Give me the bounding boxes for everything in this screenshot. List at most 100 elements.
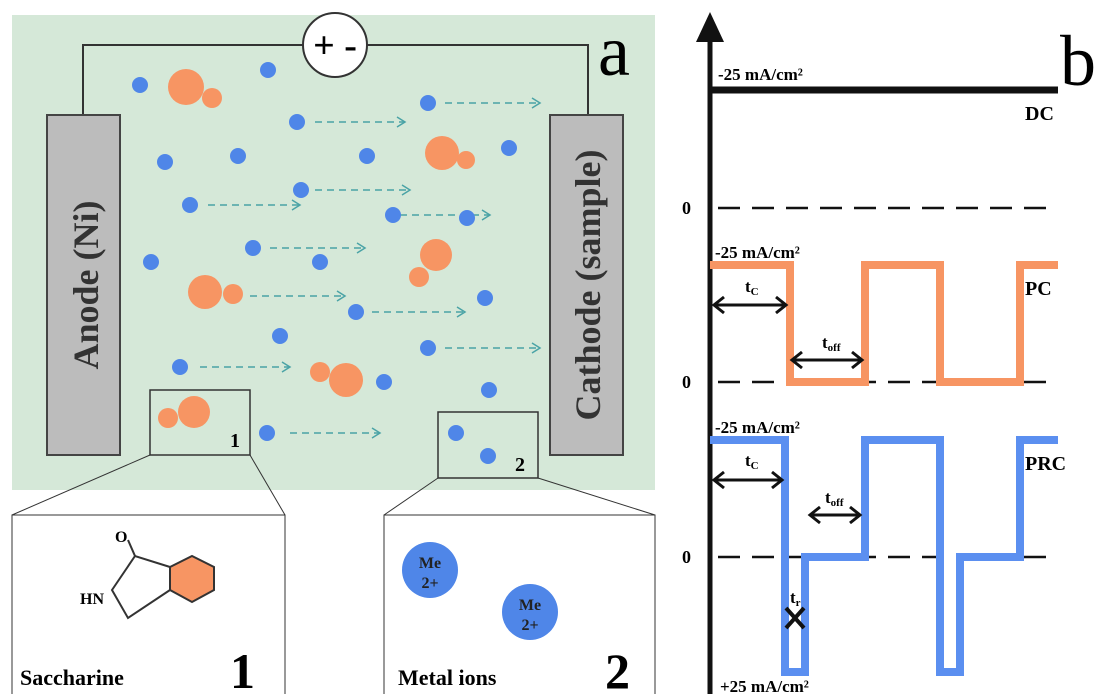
- saccharine-molecule: [178, 396, 210, 428]
- arrow-head: [396, 116, 407, 128]
- atom-label: O: [115, 529, 127, 546]
- arrow-head: [771, 470, 785, 490]
- panel-a: + - a Anode (Ni) Cathode (sample) 1 2: [11, 11, 656, 516]
- pc-waveform: [710, 261, 1058, 386]
- current-label: -25 mA/cm²: [718, 65, 803, 84]
- wire: [367, 44, 589, 115]
- arrow-head: [531, 97, 542, 109]
- waveform-name: PC: [1025, 278, 1052, 300]
- waveform-name: PRC: [1025, 453, 1066, 475]
- prc-waveform: [710, 436, 1058, 676]
- cathode-label: Cathode (sample): [568, 150, 608, 421]
- inset-number: 2: [605, 643, 630, 694]
- metal-ion: [245, 240, 261, 256]
- inset-2: Me 2+ Me 2+ Metal ions 2: [383, 514, 656, 694]
- metal-ion: [477, 290, 493, 306]
- arrow-head: [851, 350, 865, 370]
- inset-frame: [383, 514, 656, 694]
- zero-label: 0: [682, 372, 691, 392]
- time-subscript: C: [751, 286, 759, 298]
- benzene-ring: [169, 554, 215, 604]
- metal-ion: [272, 328, 288, 344]
- time-subscript: off: [831, 497, 844, 509]
- arrow-head: [371, 427, 382, 439]
- ion-label: Me: [519, 597, 541, 614]
- arrow-head: [456, 306, 467, 318]
- metal-ion: [448, 425, 464, 441]
- saccharine-molecule: [158, 408, 178, 428]
- saccharine-molecule: [168, 69, 204, 105]
- inset-caption: Metal ions: [398, 665, 497, 690]
- metal-ion: [260, 62, 276, 78]
- zero-label: 0: [682, 198, 691, 218]
- metal-ion: [480, 448, 496, 464]
- panel-label: a: [598, 11, 630, 91]
- zero-label: 0: [682, 547, 691, 567]
- saccharine-molecule: [188, 275, 222, 309]
- time-subscript: C: [751, 460, 759, 472]
- box-number: 2: [515, 454, 525, 476]
- metal-ion: [293, 182, 309, 198]
- arrow-head: [531, 342, 542, 354]
- metal-ion: [501, 140, 517, 156]
- inset-number: 1: [230, 643, 255, 694]
- saccharine-molecule: [425, 136, 459, 170]
- arrow-head: [789, 350, 803, 370]
- metal-ion: [420, 95, 436, 111]
- box-number: 1: [230, 430, 240, 452]
- ion-label: 2+: [421, 575, 438, 592]
- zoom-box: [149, 389, 251, 456]
- saccharine-molecule: [202, 88, 222, 108]
- saccharine-molecule: [457, 151, 475, 169]
- carbonyl-bond: [127, 539, 136, 557]
- waveform-name: DC: [1025, 103, 1054, 125]
- saccharine-molecule: [420, 239, 452, 271]
- anode-label: Anode (Ni): [66, 201, 106, 370]
- time-symbol: t: [790, 588, 796, 607]
- arrow-head: [356, 242, 367, 254]
- metal-ion: [481, 382, 497, 398]
- cathode: [549, 114, 624, 456]
- current-label: -25 mA/cm²: [715, 418, 800, 437]
- metal-ion: [459, 210, 475, 226]
- particles: [132, 62, 542, 464]
- metal-ion: [376, 374, 392, 390]
- arrow-head: [849, 505, 863, 525]
- saccharine-molecule: [310, 362, 330, 382]
- zoom-line: [383, 477, 439, 516]
- ion-label: Me: [419, 555, 441, 572]
- atom-label: HN: [80, 591, 104, 608]
- power-label: + -: [313, 25, 357, 67]
- ion-label: 2+: [521, 617, 538, 634]
- arrow-head: [807, 505, 821, 525]
- current-label: -25 mA/cm²: [715, 243, 800, 262]
- metal-ion: [420, 340, 436, 356]
- metal-ion: [230, 148, 246, 164]
- metal-ion: [385, 207, 401, 223]
- time-label: toff: [822, 333, 841, 354]
- metal-ion: [348, 304, 364, 320]
- inset-frame: [11, 514, 286, 694]
- metal-ion: [359, 148, 375, 164]
- time-label: tr: [790, 588, 801, 609]
- zoom-line: [249, 454, 286, 516]
- time-label: toff: [825, 488, 844, 509]
- time-symbol: t: [745, 277, 751, 296]
- panel-label: b: [1060, 21, 1096, 101]
- arrow-head: [291, 199, 302, 211]
- saccharine-molecule: [329, 363, 363, 397]
- arrow-head: [336, 290, 347, 302]
- metal-ion: [157, 154, 173, 170]
- time-subscript: r: [796, 597, 801, 609]
- zoom-box: [437, 411, 539, 479]
- arrow-head: [775, 295, 789, 315]
- metal-ion: [402, 542, 458, 598]
- arrow-head: [401, 184, 412, 196]
- metal-ion: [312, 254, 328, 270]
- time-symbol: t: [745, 451, 751, 470]
- arrow-head: [711, 470, 725, 490]
- anode: [46, 114, 121, 456]
- saccharine-molecule: [223, 284, 243, 304]
- zoom-line: [11, 454, 151, 516]
- inset-caption: Saccharine: [20, 665, 124, 690]
